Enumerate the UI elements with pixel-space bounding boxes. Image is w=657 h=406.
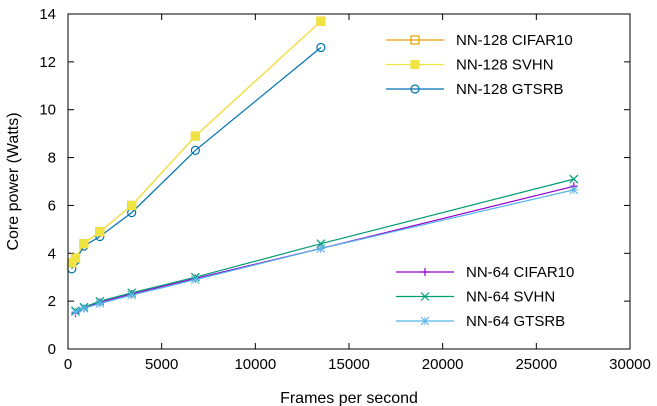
- plot-area-frame: [67, 13, 631, 350]
- legend-swatch-marker: [420, 316, 430, 326]
- y-axis-title: Core power (Watts): [5, 112, 22, 250]
- legend-swatch-marker: [410, 60, 420, 69]
- legend-entry: NN-128 GTSRB: [386, 81, 564, 98]
- series-nn-128-cifar10: [67, 16, 326, 268]
- y-tick-label: 10: [39, 102, 56, 119]
- x-tick-label: 30000: [609, 356, 651, 373]
- legend-swatch-marker: [420, 292, 430, 301]
- data-point: [71, 307, 80, 317]
- legend-entry: NN-128 SVHN: [386, 57, 554, 74]
- legend-entry: NN-64 SVHN: [396, 289, 555, 306]
- data-point: [316, 244, 326, 253]
- legend-swatch-marker: [421, 268, 429, 276]
- x-tick-label: 25000: [515, 356, 557, 373]
- y-tick-label: 14: [39, 6, 56, 23]
- x-tick-label: 15000: [328, 356, 370, 373]
- legend-swatch-marker: [410, 35, 420, 45]
- y-tick-label: 4: [48, 245, 56, 262]
- legend-layer: NN-128 CIFAR10 NN-128 SVHN NN-128 GTSRB NN-…: [386, 32, 574, 330]
- x-tick-label: 10000: [234, 356, 276, 373]
- series-line: [71, 20, 322, 264]
- legend-entry: NN-128 CIFAR10: [386, 32, 573, 49]
- data-point: [79, 239, 89, 249]
- legend-label: NN-64 CIFAR10: [466, 264, 574, 281]
- data-point: [190, 131, 200, 141]
- y-tick-label: 8: [48, 150, 56, 167]
- series-layer: [67, 16, 579, 318]
- legend-swatch-marker: [410, 84, 420, 94]
- x-axis-title: Frames per second: [280, 390, 418, 406]
- y-tick-label: 0: [48, 341, 56, 358]
- legend-label: NN-128 GTSRB: [456, 81, 564, 98]
- x-tick-label: 5000: [145, 356, 178, 373]
- data-point: [95, 227, 105, 237]
- data-point: [70, 253, 80, 263]
- data-point: [190, 145, 200, 155]
- y-tick-label: 12: [39, 54, 56, 71]
- data-point: [569, 174, 579, 184]
- series-line: [71, 47, 322, 270]
- data-point: [191, 275, 200, 284]
- data-point: [316, 16, 326, 26]
- series-nn-64-gtsrb: [71, 185, 579, 317]
- x-tick-label: 20000: [422, 356, 464, 373]
- legend-label: NN-64 GTSRB: [466, 313, 565, 330]
- legend-label: NN-64 SVHN: [466, 289, 555, 306]
- data-point: [127, 290, 137, 300]
- data-point: [569, 185, 579, 195]
- data-point: [127, 200, 137, 210]
- data-point: [316, 42, 326, 53]
- data-point: [95, 299, 105, 308]
- legend-label: NN-128 CIFAR10: [456, 32, 573, 49]
- series-nn-128-gtsrb: [67, 42, 326, 274]
- legend-entry: NN-64 GTSRB: [396, 313, 565, 330]
- series-nn-128-svhn: [67, 16, 326, 268]
- x-tick-label: 0: [64, 356, 72, 373]
- legend-label: NN-128 SVHN: [456, 57, 554, 74]
- y-tick-label: 2: [48, 293, 56, 310]
- data-point: [79, 303, 89, 313]
- series-line: [71, 20, 322, 264]
- y-tick-label: 6: [48, 197, 56, 214]
- legend-entry: NN-64 CIFAR10: [396, 264, 574, 281]
- ticks-layer: 0 5000 10000 15000 20000 25000 30000 0 2 4 6 8 10 12 1…: [39, 6, 651, 373]
